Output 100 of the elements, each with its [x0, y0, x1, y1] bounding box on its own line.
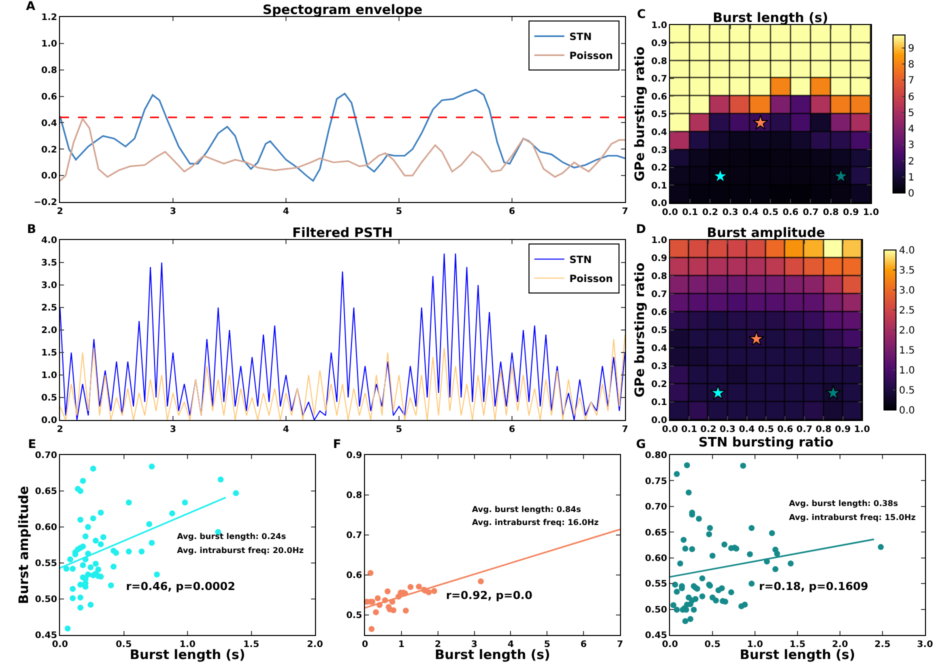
x-tick-label: 0.7: [802, 208, 819, 218]
x-tick-label: 0.5: [758, 424, 774, 435]
annotation: Avg. intraburst freq: 16.0Hz: [472, 518, 600, 527]
x-tick-label: 3.0: [917, 640, 933, 650]
color-bar-label: 7: [908, 76, 914, 87]
x-tick-label: 0.8: [822, 208, 839, 218]
x-tick-label: 2: [434, 640, 441, 650]
x-tick-label: 0.0: [662, 424, 678, 435]
y-tick-label: 0.70: [34, 451, 58, 462]
x-tick-label: 1.0: [747, 640, 763, 650]
chart-title: Filtered PSTH: [292, 226, 393, 241]
x-tick-label: 2: [56, 424, 64, 435]
x-tick-label: 6: [508, 206, 516, 217]
y-tick-label: 1.0: [41, 371, 58, 382]
x-tick-label: 5: [396, 206, 402, 217]
y-tick-label: 0.80: [644, 451, 668, 462]
annotation: Avg. intraburst freq: 20.0Hz: [177, 546, 304, 555]
x-tick-label: 0.6: [782, 208, 799, 218]
x-tick-label: 0.6: [777, 424, 794, 435]
x-tick-label: 1: [398, 640, 405, 650]
x-tick-label: 0.9: [842, 208, 859, 218]
text: F: [333, 437, 342, 451]
x-tick-label: 3: [170, 206, 176, 217]
y-tick-label: 0.7: [651, 290, 668, 300]
y-tick-label: 3.0: [41, 281, 58, 292]
y-tick-label: 0.0: [651, 199, 668, 210]
color-bar-label: 3.0: [899, 286, 915, 296]
x-tick-label: 0.2: [702, 208, 718, 218]
y-tick-label: −0.2: [34, 198, 58, 208]
legend-label: Poisson: [569, 51, 613, 62]
x-tick-label: 1.5: [790, 640, 806, 650]
y-tick-label: 0.75: [644, 476, 668, 487]
x-tick-label: 0.1: [682, 208, 698, 218]
x-tick-label: 0.4: [742, 208, 758, 218]
x-tick-label: 6: [508, 424, 516, 435]
y-tick-label: 0.6: [346, 571, 362, 582]
x-tick-label: 0.5: [704, 640, 720, 650]
color-bar-label: 2.0: [899, 326, 915, 336]
y-tick-label: 0.4: [651, 344, 668, 354]
y-tick-label: 0.1: [651, 181, 668, 192]
x-tick-label: 0.2: [700, 424, 716, 435]
y-tick-label: 0.6: [41, 92, 58, 102]
y-tick-label: 0.9: [651, 38, 668, 49]
text: C: [637, 7, 646, 21]
x-tick-label: 2: [56, 206, 64, 217]
color-bar-label: 5: [908, 108, 914, 119]
x-tick-label: 6: [580, 640, 587, 650]
y-tick-label: 0.5: [651, 326, 668, 336]
y-tick-label: 0.5: [651, 110, 668, 120]
legend-label: STN: [569, 32, 592, 44]
x-tick-label: 1.0: [854, 424, 870, 435]
x-tick-label: 2.0: [307, 640, 323, 650]
annotation: r=0.92, p=0.0: [446, 589, 533, 602]
text: B: [27, 222, 36, 236]
y-tick-label: 0.45: [644, 631, 668, 642]
color-bar-label: 1: [908, 172, 914, 184]
x-axis-title: STN bursting ratio: [698, 435, 834, 450]
annotation: Avg. intraburst freq: 15.0Hz: [789, 513, 916, 522]
x-tick-label: 0.5: [762, 208, 778, 218]
color-bar-label: 1.0: [899, 366, 915, 376]
x-tick-label: 0.3: [720, 424, 736, 435]
x-tick-label: 2.5: [874, 640, 890, 650]
y-tick-label: 0.0: [651, 416, 668, 426]
x-tick-label: 7: [616, 640, 624, 650]
y-tick-label: 0.0: [41, 172, 58, 182]
chart-title: Burst amplitude: [706, 226, 826, 241]
y-axis-title: GPe bursting ratio: [633, 46, 648, 182]
x-tick-label: 5: [396, 424, 402, 435]
y-tick-label: 0.55: [34, 559, 58, 570]
y-tick-label: 0.7: [346, 531, 362, 542]
y-tick-label: 1.2: [41, 13, 58, 24]
x-tick-label: 0.8: [816, 424, 832, 435]
y-axis-title: Burst amplitude: [16, 486, 32, 604]
y-tick-label: 0.55: [644, 580, 668, 590]
y-tick-label: 0.5: [41, 394, 58, 404]
x-tick-label: 7: [622, 424, 628, 435]
color-bar-label: 1.5: [899, 346, 915, 356]
color-bar-label: 3: [908, 140, 914, 152]
y-tick-label: 0.0: [41, 416, 58, 426]
color-bar-label: 0.0: [899, 406, 915, 416]
color-bar-label: 2.5: [899, 306, 915, 316]
x-tick-label: 0.4: [738, 424, 755, 435]
x-tick-label: 4: [282, 424, 290, 435]
y-tick-label: 2.5: [41, 304, 58, 314]
y-tick-label: 0.9: [651, 254, 668, 264]
x-tick-label: 0.3: [722, 208, 738, 218]
chart-title: Burst length (s): [712, 11, 828, 26]
x-tick-label: 7: [622, 206, 628, 217]
y-tick-label: 0.6: [651, 308, 668, 318]
y-axis-title: GPe bursting ratio: [633, 262, 648, 398]
x-tick-label: 4: [282, 206, 290, 217]
x-tick-label: 3: [471, 640, 478, 650]
y-tick-label: 0.45: [34, 631, 58, 642]
y-tick-label: 0.60: [644, 554, 668, 564]
y-tick-label: 0.5: [346, 611, 362, 622]
x-tick-label: 3: [170, 424, 176, 435]
x-tick-label: 0.5: [116, 640, 132, 650]
x-tick-label: 1.0: [180, 640, 196, 650]
y-tick-label: 4.0: [41, 236, 58, 246]
text: D: [636, 222, 646, 236]
